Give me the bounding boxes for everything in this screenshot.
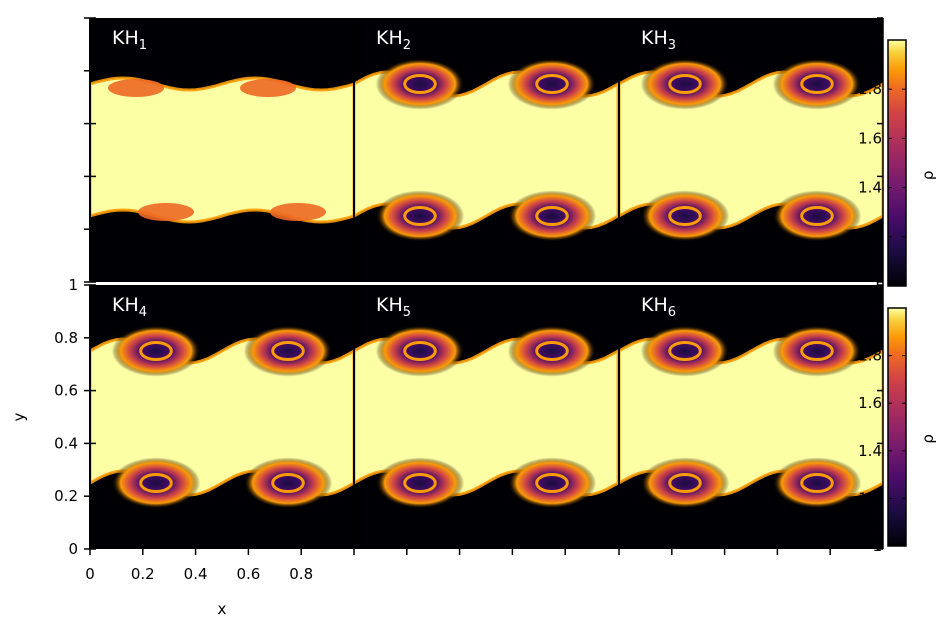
vortex-upper <box>108 79 164 97</box>
vortex-lower <box>243 457 333 509</box>
vortex-upper <box>375 325 465 377</box>
vortex-upper <box>111 325 201 377</box>
colorbar-tick-label: 1.6 <box>858 394 882 412</box>
y-tick-label: 0.6 <box>54 382 78 400</box>
y-axis-title: y <box>10 412 28 421</box>
vortex-upper <box>240 79 296 97</box>
colorbar-tick-label: 1.6 <box>858 129 882 147</box>
axes-group: 0 0.2 0.4 0.6 0.8 0 0.2 0.4 0.6 0.8 1 x y <box>10 17 884 618</box>
high-density-band <box>90 339 354 495</box>
vortex-lower <box>270 203 326 221</box>
colorbar-tick-label: 2 <box>872 299 882 317</box>
high-density-band <box>354 339 618 495</box>
colorbar-gradient <box>887 307 907 547</box>
x-tick-label: 0 <box>85 565 95 583</box>
x-tick-label: 0.2 <box>131 565 155 583</box>
vortex-upper <box>640 325 730 377</box>
colorbar-label: ρ <box>919 434 937 444</box>
x-tick-label: 0.8 <box>289 565 313 583</box>
vortex-lower-core <box>535 473 569 493</box>
panels-group: KH1 KH2 KH3 KH4 KH5 KH6 <box>89 18 883 549</box>
vortex-upper-core <box>800 74 834 94</box>
colorbar-tick-label: 1.4 <box>858 442 882 460</box>
vortex-upper <box>507 58 597 110</box>
vortex-upper <box>772 325 862 377</box>
vortex-lower-core <box>271 473 305 493</box>
vortex-upper <box>243 325 333 377</box>
panel-kh-2: KH2 <box>353 18 618 282</box>
vortex-upper <box>507 325 597 377</box>
vortex-upper-core <box>668 74 702 94</box>
panel-title-kh3: KH3 <box>641 27 676 53</box>
vortex-upper-core <box>403 341 437 361</box>
vortex-lower-core <box>403 206 437 226</box>
vortex-lower <box>640 190 730 242</box>
vortex-lower <box>640 457 730 509</box>
colorbar-label: ρ <box>919 171 937 181</box>
vortex-lower-core <box>403 473 437 493</box>
colorbar-tick-label: 1 <box>872 277 882 295</box>
y-tick-label: 1 <box>68 276 78 294</box>
colorbar-1: 1 1.2 1.4 1.6 1.8 2 ρ <box>858 31 937 295</box>
y-tick-label: 0.8 <box>54 329 78 347</box>
vortex-lower-core <box>800 473 834 493</box>
panel-kh-6: KH6 <box>618 285 883 549</box>
vortex-lower <box>507 457 597 509</box>
vortex-lower <box>507 190 597 242</box>
vortex-upper <box>375 58 465 110</box>
vortex-upper <box>640 58 730 110</box>
vortex-lower-core <box>535 206 569 226</box>
colorbars-group: 1 1.2 1.4 1.6 1.8 2 ρ 1 1.2 1.4 1.6 1.8 2 ρ <box>858 31 937 555</box>
panel-title-kh4: KH4 <box>112 294 147 320</box>
vortex-upper-core <box>668 341 702 361</box>
y-tick-label: 0.4 <box>54 434 78 452</box>
y-tick-label: 0.2 <box>54 487 78 505</box>
high-density-band <box>619 339 883 495</box>
vortex-upper-core <box>535 74 569 94</box>
panel-title-kh6: KH6 <box>641 294 676 320</box>
high-density-band <box>619 72 883 228</box>
vortex-upper <box>772 58 862 110</box>
panel-kh-1: KH1 <box>89 18 354 282</box>
colorbar-tick-label: 1 <box>872 537 882 555</box>
vortex-upper-core <box>139 341 173 361</box>
panel-kh-4: KH4 <box>89 285 354 549</box>
panel-kh-3: KH3 <box>618 18 883 282</box>
vortex-lower <box>375 190 465 242</box>
x-tick-label: 0.6 <box>236 565 260 583</box>
x-axis-title: x <box>218 600 227 618</box>
high-density-band <box>354 72 618 228</box>
colorbar-tick-label: 1.2 <box>858 228 882 246</box>
vortex-lower <box>772 190 862 242</box>
colorbar-2: 1 1.2 1.4 1.6 1.8 2 ρ <box>858 299 937 555</box>
colorbar-gradient <box>887 39 907 287</box>
vortex-upper-core <box>535 341 569 361</box>
vortex-lower-core <box>668 206 702 226</box>
panel-title-kh5: KH5 <box>376 294 411 320</box>
panel-title-kh1: KH1 <box>112 27 147 53</box>
vortex-upper-core <box>271 341 305 361</box>
panel-kh-5: KH5 <box>353 285 618 549</box>
vortex-lower-core <box>668 473 702 493</box>
vortex-lower <box>111 457 201 509</box>
vortex-upper-core <box>800 341 834 361</box>
vortex-lower-core <box>139 473 173 493</box>
colorbar-tick-label: 1.8 <box>858 80 882 98</box>
colorbar-tick-label: 1.2 <box>858 489 882 507</box>
vortex-lower <box>138 203 194 221</box>
panel-title-kh2: KH2 <box>376 27 411 53</box>
vortex-lower-core <box>800 206 834 226</box>
x-tick-label: 0.4 <box>184 565 208 583</box>
high-density-band <box>90 78 354 222</box>
colorbar-tick-label: 1.8 <box>858 347 882 365</box>
colorbar-tick-label: 2 <box>872 31 882 49</box>
vortex-lower <box>772 457 862 509</box>
vortex-lower <box>375 457 465 509</box>
vortex-upper-core <box>403 74 437 94</box>
y-tick-label: 0 <box>68 540 78 558</box>
colorbar-tick-label: 1.4 <box>858 179 882 197</box>
